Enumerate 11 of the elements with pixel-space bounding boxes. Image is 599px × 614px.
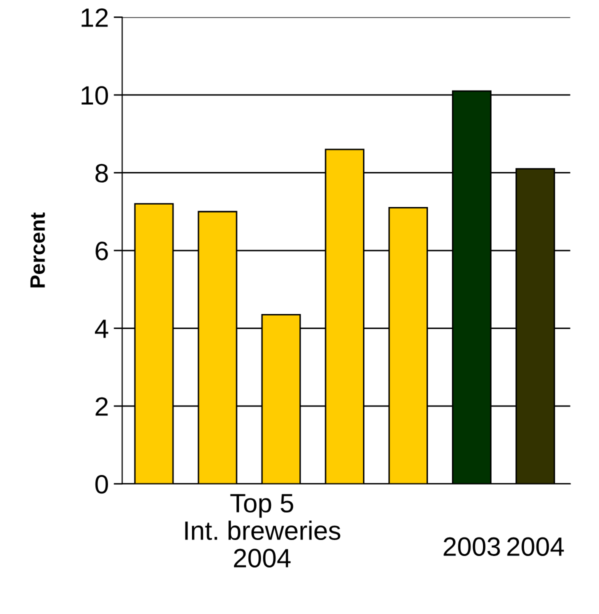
x-tick-label: 2003 [444,537,500,556]
y-tick-label: 8 [95,164,108,183]
y-tick-label: 12 [82,8,108,27]
y-tick-label: 0 [95,474,108,494]
y-axis-title: Percent [30,212,45,288]
text: Top 5 Int. breweries 2004 [185,494,340,568]
y-tick-label: 4 [94,320,108,338]
y-tick-label: 2 [96,397,108,416]
x-tick-label: 2004 [507,537,564,556]
y-tick-label: 6 [96,242,108,260]
y-tick-label: 10 [82,86,108,105]
